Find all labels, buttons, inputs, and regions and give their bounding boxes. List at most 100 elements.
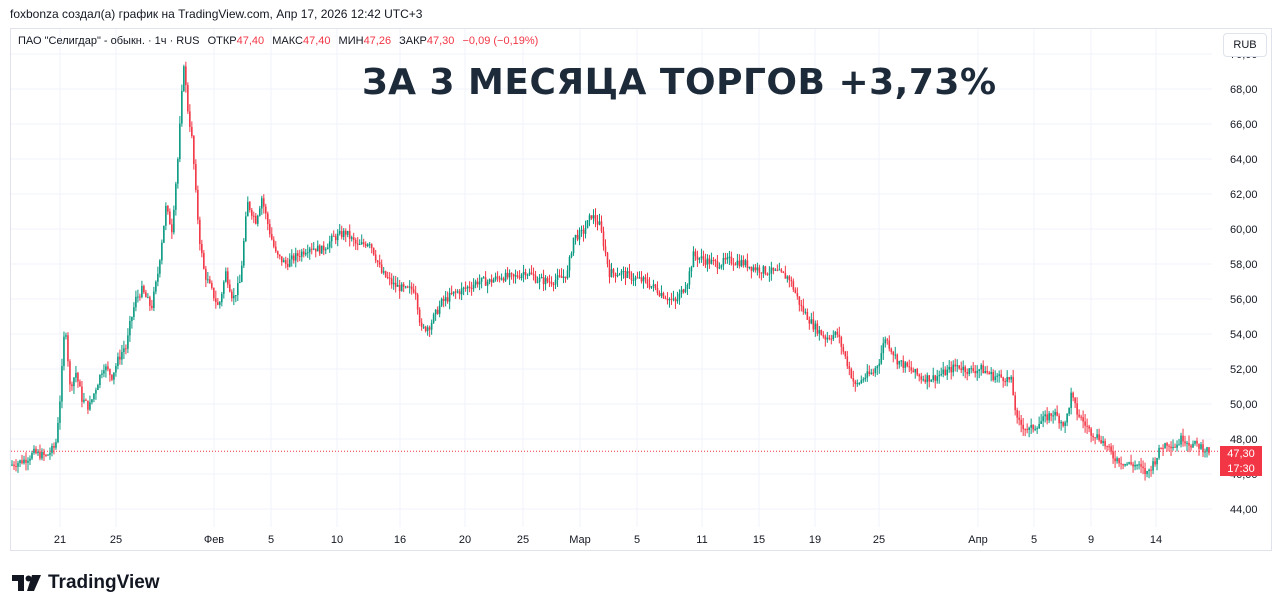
candle bbox=[744, 258, 747, 268]
candle bbox=[1078, 409, 1080, 419]
candle bbox=[306, 244, 309, 258]
candle bbox=[858, 382, 861, 386]
candle bbox=[51, 443, 53, 457]
candle bbox=[217, 298, 219, 306]
candle bbox=[1044, 410, 1046, 423]
candle bbox=[23, 455, 25, 465]
candle bbox=[205, 265, 207, 288]
candle bbox=[544, 275, 547, 291]
candle bbox=[638, 271, 641, 279]
candle bbox=[350, 235, 353, 242]
time-tick-label: Мар bbox=[569, 534, 591, 546]
candle bbox=[1096, 429, 1098, 440]
candle bbox=[113, 372, 115, 385]
candle bbox=[950, 361, 953, 380]
candle bbox=[686, 283, 689, 295]
candle bbox=[1034, 425, 1036, 432]
candle bbox=[846, 351, 849, 370]
candle bbox=[1166, 441, 1168, 452]
candle bbox=[856, 379, 859, 387]
candle bbox=[1068, 407, 1070, 417]
price-tick-label: 44,00 bbox=[1230, 504, 1258, 516]
candle bbox=[87, 400, 89, 414]
candle bbox=[836, 328, 839, 338]
tradingview-logo[interactable]: TradingView bbox=[12, 572, 160, 594]
candle bbox=[1180, 432, 1182, 448]
candle bbox=[530, 265, 533, 275]
candle bbox=[404, 285, 407, 289]
candle bbox=[65, 332, 67, 340]
candle bbox=[400, 282, 403, 292]
candle bbox=[1022, 417, 1024, 436]
candle bbox=[394, 275, 397, 293]
candle bbox=[390, 273, 393, 289]
candle bbox=[1148, 468, 1150, 479]
candle bbox=[103, 364, 105, 378]
candle bbox=[75, 366, 77, 383]
candle bbox=[328, 235, 331, 253]
candle bbox=[966, 368, 969, 381]
candle bbox=[802, 298, 805, 315]
candle bbox=[145, 289, 147, 298]
candle bbox=[866, 364, 869, 382]
candle bbox=[91, 398, 93, 405]
candle bbox=[952, 360, 955, 377]
candle bbox=[512, 273, 515, 284]
candle bbox=[324, 247, 327, 255]
candle bbox=[1058, 413, 1060, 429]
candle bbox=[340, 225, 343, 240]
candle bbox=[231, 289, 233, 302]
candle bbox=[169, 208, 171, 225]
candle bbox=[936, 369, 939, 384]
candle bbox=[762, 265, 765, 278]
candle bbox=[524, 268, 527, 280]
candle bbox=[1126, 462, 1128, 466]
candle bbox=[586, 220, 589, 229]
candle bbox=[312, 241, 315, 251]
candle bbox=[542, 269, 545, 291]
candle bbox=[702, 250, 705, 267]
candle bbox=[422, 323, 425, 330]
currency-button[interactable]: RUB bbox=[1223, 33, 1267, 57]
candle bbox=[644, 274, 647, 284]
candle bbox=[1004, 378, 1006, 387]
candle bbox=[67, 332, 69, 367]
candle bbox=[292, 253, 295, 264]
candle bbox=[946, 365, 949, 380]
candle bbox=[560, 268, 563, 279]
candle bbox=[926, 372, 929, 390]
high-value: 47,40 bbox=[302, 35, 331, 47]
candle bbox=[880, 345, 883, 365]
time-tick-label: 5 bbox=[1031, 534, 1037, 546]
candle bbox=[528, 268, 531, 277]
candle bbox=[55, 438, 57, 450]
candle bbox=[1188, 435, 1190, 453]
candle bbox=[81, 380, 83, 408]
candle bbox=[406, 285, 409, 289]
candle bbox=[360, 234, 363, 245]
candle bbox=[1100, 435, 1102, 445]
candle bbox=[1124, 463, 1126, 467]
time-tick-label: 5 bbox=[268, 534, 274, 546]
candle bbox=[386, 271, 389, 280]
price-tick-label: 56,00 bbox=[1230, 294, 1258, 306]
candle bbox=[616, 267, 619, 278]
candle bbox=[1056, 405, 1058, 417]
price-tick-label: 64,00 bbox=[1230, 154, 1258, 166]
candle bbox=[1208, 447, 1210, 456]
candle bbox=[870, 368, 873, 375]
candle bbox=[1064, 420, 1066, 433]
candle bbox=[670, 292, 673, 305]
candle bbox=[29, 455, 31, 466]
candle bbox=[484, 271, 487, 286]
candle bbox=[746, 253, 749, 272]
candle bbox=[39, 444, 41, 461]
candle bbox=[382, 267, 385, 275]
candle bbox=[270, 227, 273, 241]
candle bbox=[241, 260, 243, 283]
candle bbox=[810, 312, 813, 325]
candle bbox=[518, 270, 521, 280]
candle bbox=[1032, 424, 1034, 433]
open-value: 47,40 bbox=[236, 35, 265, 47]
